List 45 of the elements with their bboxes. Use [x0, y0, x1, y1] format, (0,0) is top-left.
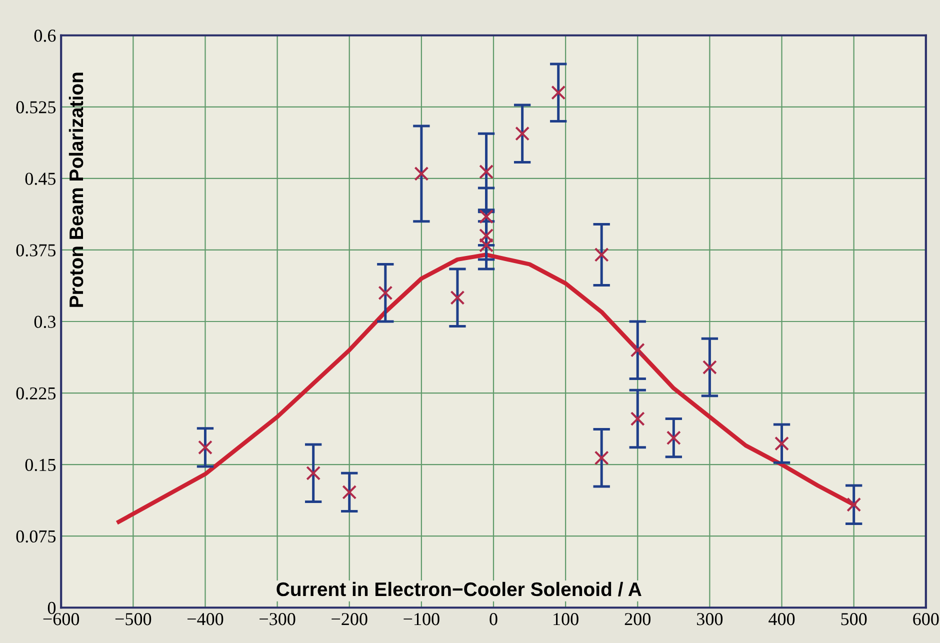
y-tick-label: 0.075 [16, 530, 56, 543]
point [594, 450, 609, 466]
x-axis-title: Current in Electron−Cooler Solenoid / A [276, 582, 642, 596]
line-series [116, 252, 856, 524]
point [702, 360, 717, 375]
y-tick-label: 0.6 [34, 30, 56, 42]
y-tick-label: 0.225 [16, 387, 56, 400]
point [515, 126, 530, 141]
point [630, 342, 645, 358]
x-tick-label: 100 [554, 613, 578, 626]
x-tick-label: 300 [697, 613, 723, 626]
y-tick-label: 0 [48, 602, 56, 614]
x-tick-label: 400 [768, 613, 795, 626]
point [342, 484, 357, 500]
x-tick-label: 200 [624, 613, 650, 626]
point [479, 209, 494, 224]
point [378, 286, 393, 300]
point [479, 238, 494, 252]
point [594, 247, 609, 262]
point [306, 466, 321, 480]
x-tick-label: −500 [115, 613, 152, 626]
point [450, 290, 465, 305]
x-tick-label: −400 [188, 613, 224, 626]
point [198, 440, 212, 455]
x-tick-label: −300 [260, 613, 296, 626]
point [774, 436, 790, 451]
y-axis-title: Proton Beam Polarization [68, 72, 84, 307]
y-tick-label: 0.3 [34, 316, 56, 328]
point [551, 85, 566, 100]
point [414, 166, 429, 181]
x-tick-label: 600 [913, 613, 939, 626]
y-tick-label: 0.45 [25, 172, 56, 185]
x-tick-label: −100 [404, 613, 440, 626]
x-tick-label: −200 [332, 613, 368, 626]
y-tick-label: 0.15 [25, 458, 56, 472]
y-tick-label: 0.375 [16, 244, 56, 256]
point [666, 430, 681, 446]
point [846, 497, 862, 512]
point [630, 412, 645, 426]
y-tick-label: 0.525 [16, 101, 56, 114]
point [479, 228, 494, 243]
x-tick-label: 500 [841, 613, 867, 626]
x-tick-label: 0 [490, 613, 498, 626]
point [479, 164, 494, 180]
x-tick-label: −600 [43, 613, 80, 626]
